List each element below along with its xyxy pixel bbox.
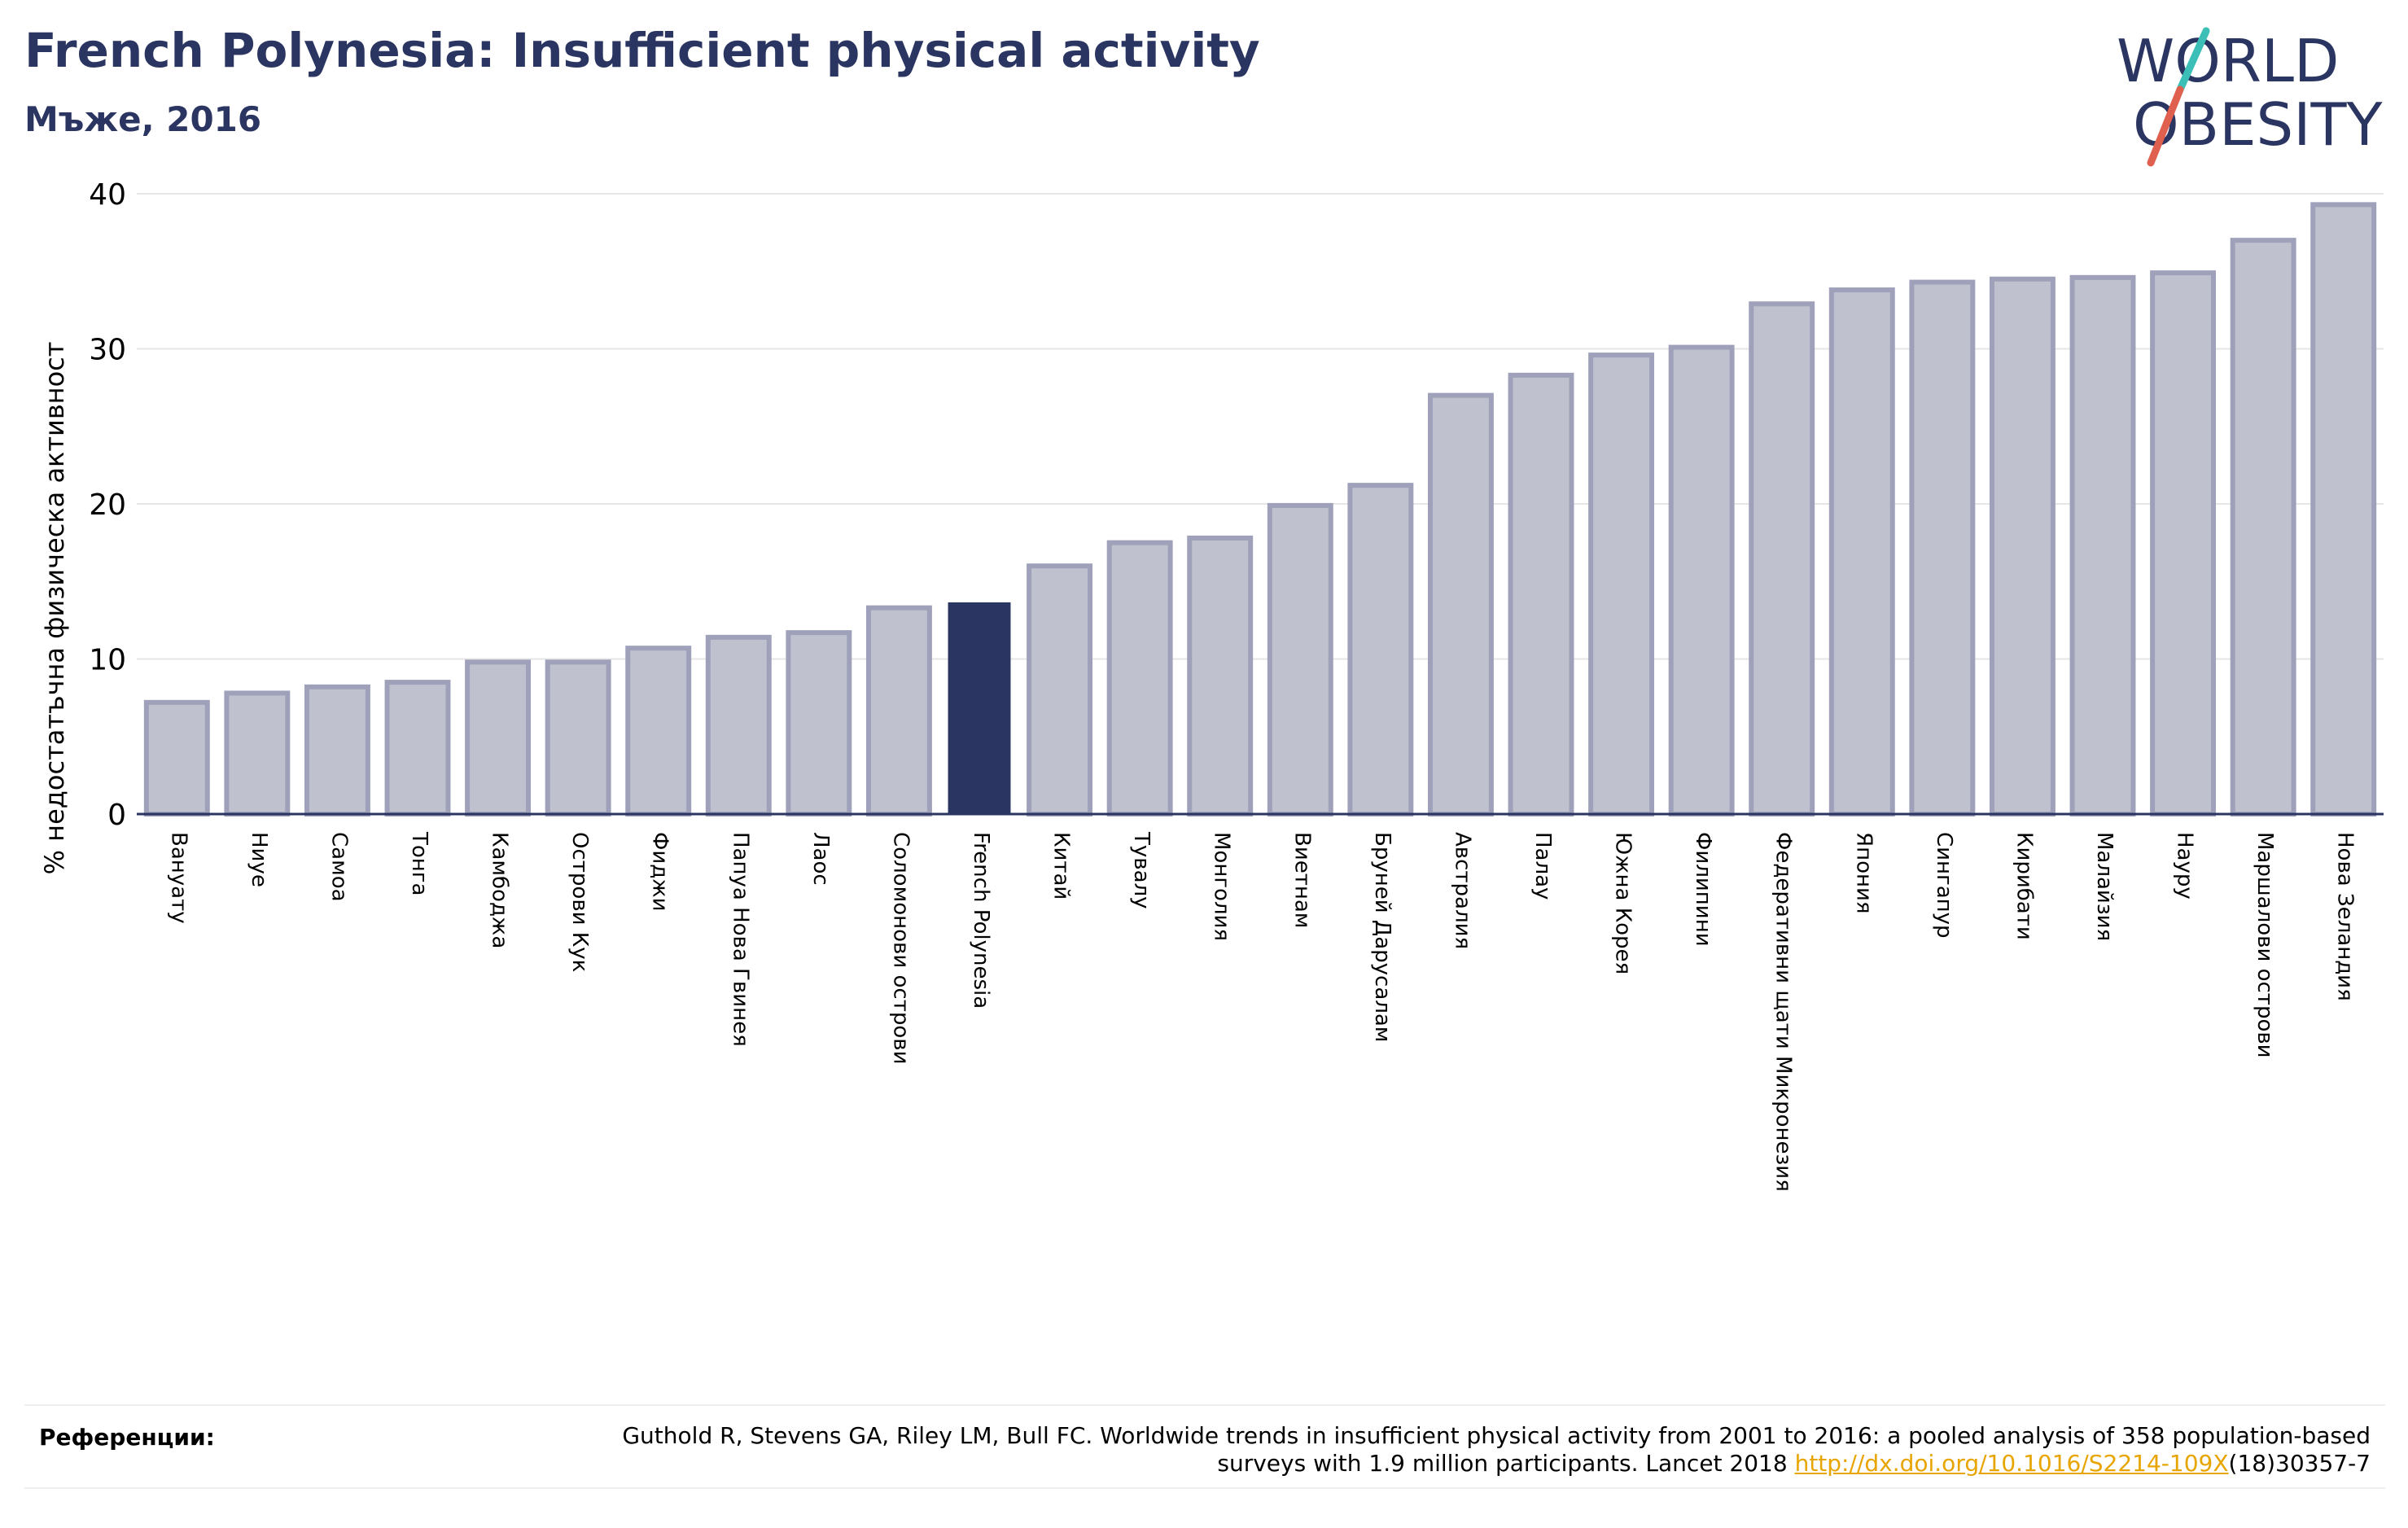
y-tick-label: 20 — [89, 488, 126, 522]
x-category-label: Малайзия — [2092, 832, 2117, 941]
bar — [865, 605, 932, 817]
x-category-label: Самоа — [326, 832, 351, 902]
x-category-label: Виетнам — [1289, 832, 1314, 928]
bar — [2069, 274, 2136, 817]
x-category-label: Сингапур — [1932, 832, 1956, 939]
references-citation: Guthold R, Stevens GA, Riley LM, Bull FC… — [622, 1422, 2371, 1477]
bar — [705, 634, 772, 817]
bar — [2310, 202, 2377, 817]
bar — [2150, 270, 2217, 817]
bar — [384, 680, 451, 817]
y-axis-label: % недостатъчна физическа активност — [39, 342, 70, 875]
x-category-label: Тонга — [407, 831, 431, 895]
x-category-label: Нова Зеландия — [2333, 832, 2358, 1001]
x-category-label: Южна Корея — [1611, 832, 1635, 974]
logo-slash-top — [2176, 27, 2210, 94]
chart-title: French Polynesia: Insufficient physical … — [24, 23, 1260, 78]
world-obesity-logo: WORLD OBESITY — [2117, 27, 2383, 167]
y-tick-label: 40 — [89, 178, 126, 212]
x-category-label: Фиджи — [648, 832, 672, 912]
x-category-label: Папуа Нова Гвинея — [728, 832, 752, 1047]
x-category-label: Япония — [1851, 832, 1876, 914]
bar — [1668, 344, 1735, 817]
bar — [545, 659, 611, 817]
x-category-label: Вануату — [166, 832, 190, 924]
references-text: Guthold R, Stevens GA, Riley LM, Bull FC… — [580, 1422, 2371, 1478]
bars — [143, 202, 2377, 817]
x-category-label: Кирибати — [2012, 832, 2036, 940]
bar — [1989, 276, 2056, 817]
axes: 0 10 20 30 40 — [89, 178, 2384, 832]
x-category-label: Маршалови острови — [2253, 832, 2277, 1058]
bar — [224, 690, 291, 817]
x-category-label: Тувалу — [1129, 831, 1154, 909]
bar — [1588, 352, 1655, 817]
bar — [786, 630, 852, 817]
x-category-label: Бруней Дарусалам — [1370, 832, 1394, 1042]
x-category-label: Палау — [1530, 832, 1555, 900]
bar — [1027, 563, 1093, 817]
bar — [143, 699, 210, 817]
x-category-label: Филипини — [1691, 832, 1715, 947]
bar — [1347, 483, 1414, 817]
bar — [1749, 301, 1815, 817]
x-category-label: Соломонови острови — [888, 832, 913, 1064]
references-panel: Референции: Guthold R, Stevens GA, Riley… — [24, 1404, 2385, 1489]
bar — [1267, 502, 1333, 817]
x-category-label: Острови Кук — [567, 832, 592, 972]
x-category-label: Монголия — [1210, 832, 1234, 941]
x-category-label: Лаос — [808, 832, 833, 886]
bar — [2230, 238, 2296, 817]
references-suffix: (18)30357-7 — [2228, 1450, 2371, 1477]
x-category-label: Ниуе — [247, 832, 271, 887]
chart-subtitle: Мъже, 2016 — [24, 99, 262, 139]
category-labels: Вануату Ниуе Самоа Тонга Камбоджа Острови Кук… — [166, 831, 2357, 1192]
bar — [304, 684, 370, 817]
x-category-label: French Polynesia — [969, 832, 993, 1009]
references-link[interactable]: http://dx.doi.org/10.1016/S2214-109X — [1794, 1450, 2229, 1477]
x-category-label: Науру — [2173, 832, 2197, 900]
bar-highlight — [948, 602, 1011, 815]
y-tick-label: 0 — [107, 799, 126, 832]
bar — [1828, 287, 1895, 817]
bar — [1508, 372, 1574, 817]
x-category-label: Австралия — [1450, 832, 1474, 949]
references-label: Референции: — [39, 1424, 215, 1451]
y-tick-label: 10 — [89, 644, 126, 677]
logo-word-world: WORLD — [2117, 27, 2339, 95]
x-category-label: Камбоджа — [488, 832, 512, 948]
bar — [625, 646, 692, 817]
bar — [1106, 540, 1173, 817]
bar — [1427, 392, 1494, 817]
y-tick-label: 30 — [89, 334, 126, 367]
x-category-label: Федеративни щати Микронезия — [1771, 832, 1796, 1192]
bar — [1909, 279, 1976, 817]
x-category-label: Китай — [1049, 832, 1074, 900]
bar — [1187, 535, 1254, 817]
bar — [465, 659, 532, 817]
logo-slash-bottom — [2147, 85, 2184, 167]
